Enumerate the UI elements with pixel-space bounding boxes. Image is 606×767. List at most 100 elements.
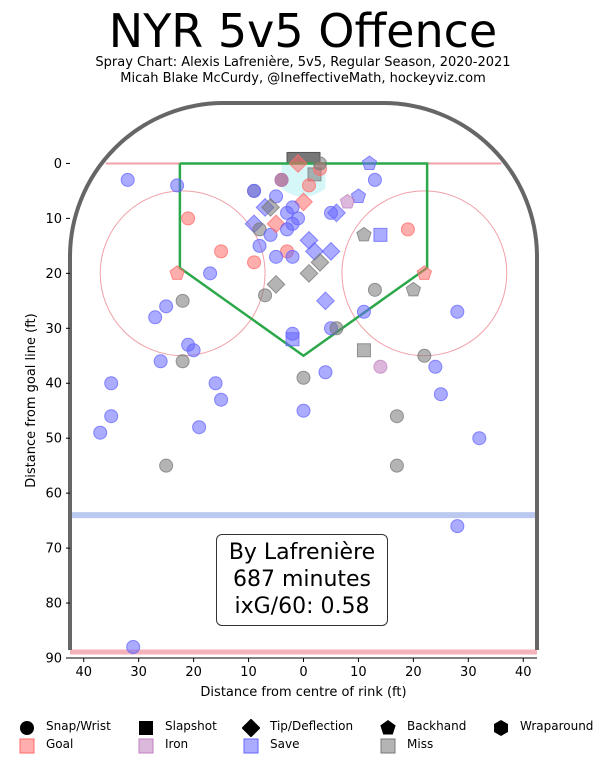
shot-point-save-circle [280,205,295,220]
shot-point-save-pentagon [361,155,378,170]
legend-outcome-save-label: Save [270,737,300,751]
shot-point-miss-circle [367,282,382,297]
shot-point-save-circle [214,392,229,407]
shot-point-miss-diamond [266,274,286,294]
shot-point-miss-diamond [310,252,330,272]
y-tick-label: 90 [45,652,62,667]
shot-point-miss-square [356,343,371,358]
shot-point-miss-circle [389,409,404,424]
y-tick-label: 40 [45,377,62,392]
shot-point-save-diamond [315,291,335,311]
shot-point-goal-circle [214,244,229,259]
shot-point-save-circle [126,640,141,655]
legend-outcome-miss-symbol [380,738,396,754]
legend-shape-pentagon-label: Backhand [407,719,467,733]
shot-point-iron-circle [274,172,289,187]
shot-point-save-circle [247,183,262,198]
legend-shape-diamond-symbol [242,719,260,737]
shot-point-save-circle [192,420,207,435]
x-tick-label: 20 [405,665,422,680]
x-axis-label: Distance from centre of rink (ft) [200,685,406,700]
annotation-ixg: ixG/60: 0.58 [234,594,370,619]
shot-point-save-circle [104,409,119,424]
shot-point-save-circle [450,519,465,534]
shot-point-save-circle [159,299,174,314]
legend-outcome-iron-symbol [138,738,154,754]
shot-point-miss-circle [159,458,174,473]
legend-shape-pentagon-mark [380,719,396,735]
centre-red-line [70,649,537,655]
legend-shape-pentagon-symbol [380,719,396,735]
y-tick-label: 0 [54,157,62,172]
shot-point-save-square [285,332,300,347]
shot-point-save-circle [104,376,119,391]
legend-shape-hexagon-symbol [494,719,508,737]
x-tick-label: 20 [185,665,202,680]
shot-point-save-circle [93,425,108,440]
shot-point-miss-circle [258,288,273,303]
shot-point-iron-pentagon [339,193,356,209]
legend-outcome-goal-symbol [19,738,35,754]
legend-outcome-goal-label: Goal [46,737,74,751]
shot-point-save-circle [170,178,185,193]
spray-chart: 40 30 20 10 0 10 20 30 40 0 10 20 30 40 50 60 70 80 90 Dist… [24,101,539,700]
x-tick-label: 30 [460,665,477,680]
shot-point-miss-circle [296,370,311,385]
page-title: NYR 5v5 Offence [108,4,498,58]
annotation-player: By Lafrenière [228,540,376,565]
shot-point-goal-circle [181,211,196,226]
shot-point-save-circle [356,304,371,319]
legend-outcome-goal-mark [19,738,35,754]
shot-point-save-circle [433,387,448,402]
shot-point-save-circle [269,189,284,204]
shot-point-save-circle [450,304,465,319]
legend-outcome-save-mark [243,738,259,754]
shot-point-miss-pentagon [356,226,372,242]
shot-point-miss-circle [252,222,267,237]
shot-point-save-circle [428,359,443,374]
shot-point-save-diamond [326,203,346,223]
legend-shape-square-label: Slapshot [165,719,217,733]
shot-point-goal-diamond [288,153,308,173]
y-axis-label: Distance from goal line (ft) [24,313,39,487]
blue-line [70,512,537,519]
y-tick-label: 10 [45,212,62,227]
shot-point-save-circle [285,249,300,264]
x-tick-label: 40 [515,665,532,680]
shot-point-save-circle [208,376,223,391]
legend-outcome-save-symbol [243,738,259,754]
legend-outcome-miss-mark [380,738,396,754]
shot-point-goal-circle [301,178,316,193]
chart-axes: 40 30 20 10 0 10 20 30 40 0 10 20 30 40 50 60 70 80 90 Dist… [24,157,537,700]
shot-point-miss-diamond [299,263,319,283]
shot-point-goal-pentagon [169,265,185,280]
shot-points [93,153,487,655]
shot-point-save-circle [252,238,267,253]
x-tick-label: 10 [350,665,367,680]
legend-outcome-iron-label: Iron [165,737,189,751]
shot-point-save-circle [318,365,333,380]
annotation-minutes: 687 minutes [232,567,372,592]
shot-point-save-circle [269,249,284,264]
legend-shape-hexagon-mark [494,719,508,737]
player-annotation: By Lafrenière 687 minutes ixG/60: 0.58 [216,534,388,626]
shot-point-save-circle [120,172,135,187]
y-tick-label: 30 [45,322,62,337]
shot-point-miss-circle [329,321,344,336]
shot-point-save-circle [296,403,311,418]
shot-point-miss-circle [417,348,432,363]
legend-outcome-miss-label: Miss [407,737,434,751]
legend: Snap/Wrist Slapshot Tip/Deflection Backhand… [0,714,606,764]
shot-point-save-pentagon [350,188,367,203]
shot-point-save-diamond [321,241,341,261]
shot-point-miss-circle [175,293,190,308]
shot-point-save-circle [203,266,218,281]
shot-point-save-circle [472,431,487,446]
shot-point-miss-circle [389,458,404,473]
shot-point-miss-circle [175,354,190,369]
shot-point-save-circle [263,227,278,242]
legend-shape-diamond-label: Tip/Deflection [270,719,354,733]
y-tick-label: 70 [45,542,62,557]
shot-point-miss-circle [312,156,327,171]
x-tick-label: 40 [75,665,92,680]
